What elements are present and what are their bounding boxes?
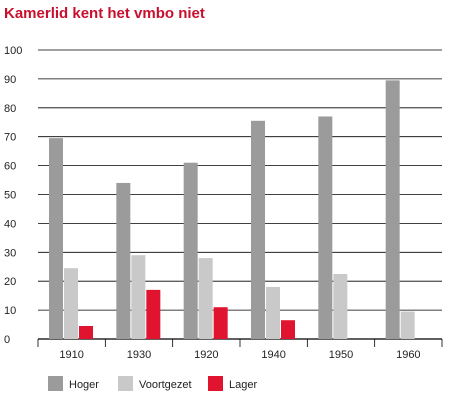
chart-title: Kamerlid kent het vmbo niet	[4, 5, 205, 22]
bar-hoger	[251, 120, 265, 340]
bar-hoger	[385, 80, 400, 339]
x-tick-label: 1910	[59, 349, 83, 361]
x-axis: 1910 1930 1920 1940 1950 1960	[37, 339, 443, 361]
legend-label: Hoger	[69, 379, 99, 391]
x-tick-label: 1960	[396, 349, 420, 361]
legend-swatch	[48, 376, 63, 391]
bar-voortgezet	[266, 286, 280, 339]
y-tick-label: 20	[4, 276, 16, 288]
bar-voortgezet	[198, 258, 213, 339]
x-tick-label: 1920	[194, 349, 218, 361]
bars	[49, 80, 415, 340]
bar-lager	[281, 320, 295, 339]
bar-hoger	[49, 138, 63, 339]
grid-layer	[38, 49, 442, 340]
legend-label: Lager	[229, 379, 257, 391]
legend: Hoger Voortgezet Lager	[48, 376, 257, 391]
legend-label: Voortgezet	[139, 379, 192, 391]
legend-swatch	[118, 376, 133, 391]
y-tick-label: 40	[4, 218, 16, 230]
bar-lager	[213, 307, 228, 339]
bar-voortgezet	[64, 268, 78, 339]
y-tick-label: 60	[4, 161, 16, 173]
bar-lager	[146, 289, 161, 339]
y-tick-label: 80	[4, 103, 16, 115]
bar-voortgezet	[131, 255, 146, 339]
y-tick-label: 30	[4, 247, 16, 259]
y-tick-label: 70	[4, 132, 16, 144]
y-axis-ticks: 0 10 20 30 40 50 60 70 80 90 100	[4, 45, 22, 346]
bar-hoger	[318, 116, 333, 339]
y-tick-label: 0	[4, 334, 10, 346]
legend-swatch	[208, 376, 223, 391]
bar-lager	[79, 325, 93, 339]
x-tick-label: 1940	[261, 349, 285, 361]
y-tick-label: 100	[4, 45, 22, 57]
bar-hoger	[183, 162, 198, 339]
bar-voortgezet	[400, 311, 415, 339]
x-tick-label: 1950	[329, 349, 353, 361]
x-tick-label: 1930	[127, 349, 151, 361]
bar-voortgezet	[333, 273, 348, 339]
y-tick-label: 90	[4, 74, 16, 86]
y-tick-label: 10	[4, 305, 16, 317]
bar-hoger	[116, 182, 131, 339]
y-tick-label: 50	[4, 190, 16, 202]
